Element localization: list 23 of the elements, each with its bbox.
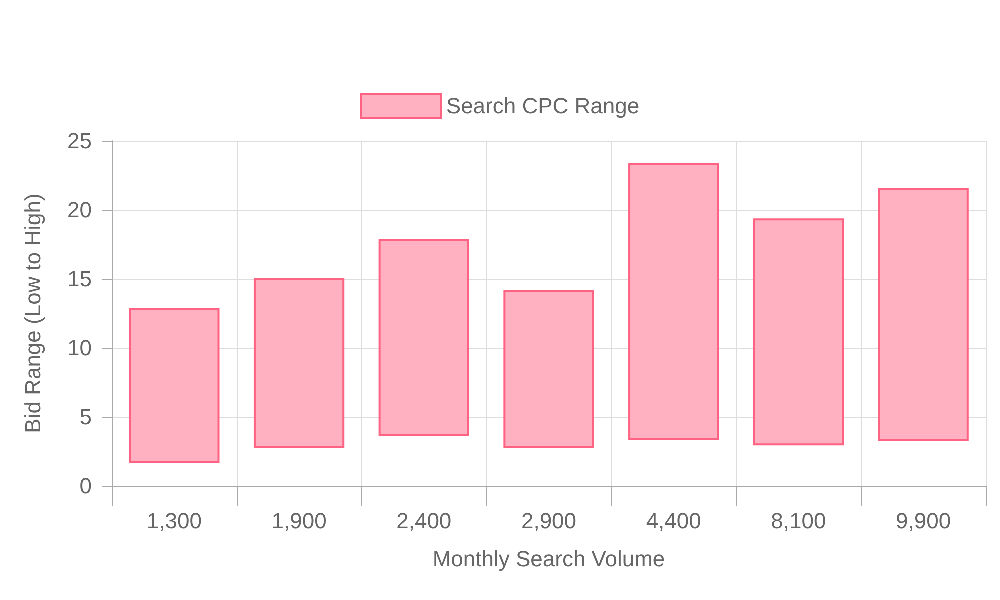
x-tick-label: 1,900 (272, 508, 327, 534)
x-tick-label: 4,400 (646, 508, 702, 534)
x-tick-label: 8,100 (771, 508, 826, 534)
x-tick-label: 2,400 (396, 508, 452, 534)
bar (129, 308, 220, 464)
bar (628, 163, 720, 440)
y-tick-label: 25 (68, 128, 92, 154)
bar (753, 218, 844, 446)
y-axis-title: Bid Range (Low to High) (20, 194, 46, 434)
bar (378, 239, 470, 436)
bar (254, 278, 345, 448)
y-tick-label: 5 (80, 404, 92, 430)
x-tick-label: 2,900 (521, 508, 577, 534)
x-tick-label: 9,900 (896, 508, 952, 534)
y-tick-label: 15 (68, 266, 92, 292)
legend-label: Search CPC Range (446, 94, 640, 118)
bar (504, 290, 594, 448)
y-tick-label: 0 (80, 474, 92, 498)
bar (878, 188, 969, 442)
y-tick-label: 10 (68, 336, 92, 360)
x-axis-title: Monthly Search Volume (432, 546, 666, 572)
y-tick-label: 20 (68, 198, 92, 222)
x-tick-label: 1,300 (146, 508, 202, 534)
